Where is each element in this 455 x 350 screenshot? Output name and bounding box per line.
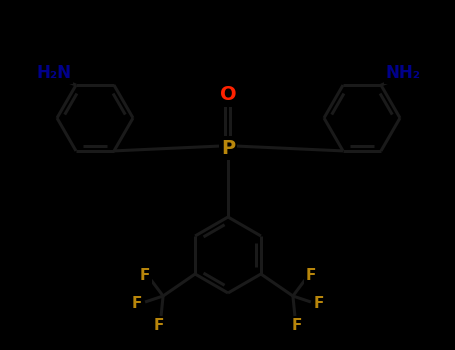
Text: P: P <box>221 139 235 158</box>
Text: F: F <box>306 267 316 282</box>
Text: F: F <box>140 267 150 282</box>
Text: F: F <box>292 318 302 334</box>
Text: NH₂: NH₂ <box>385 64 420 82</box>
Text: F: F <box>313 296 324 312</box>
Text: F: F <box>154 318 164 334</box>
Text: H₂N: H₂N <box>36 64 71 82</box>
Text: O: O <box>220 85 236 105</box>
Text: F: F <box>132 296 142 312</box>
